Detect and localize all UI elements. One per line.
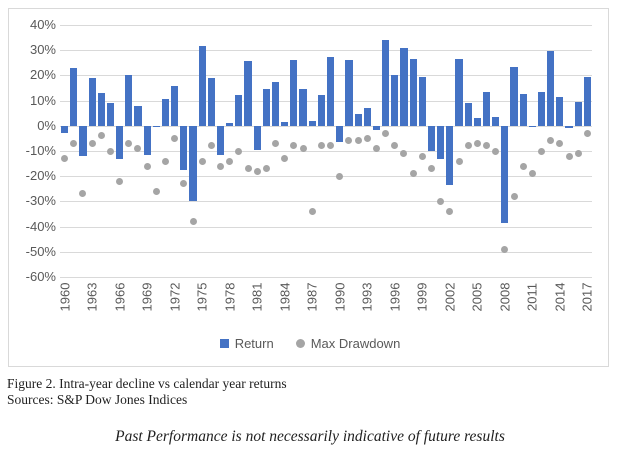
legend: Return Max Drawdown	[0, 336, 620, 351]
legend-return-label: Return	[234, 336, 274, 351]
legend-drawdown-label: Max Drawdown	[310, 336, 401, 351]
max-drawdown-swatch-icon	[295, 339, 305, 348]
disclaimer-text: Past Performance is not necessarily indi…	[115, 428, 505, 445]
return-swatch-icon	[219, 339, 229, 348]
figure-caption: Figure 2. Intra-year decline vs calendar…	[7, 376, 287, 408]
caption-line2: Sources: S&P Dow Jones Indices	[7, 392, 188, 407]
chart-frame	[8, 8, 609, 367]
legend-item-return: Return	[219, 336, 274, 351]
caption-line1: Figure 2. Intra-year decline vs calendar…	[7, 376, 287, 391]
legend-item-drawdown: Max Drawdown	[295, 336, 401, 351]
